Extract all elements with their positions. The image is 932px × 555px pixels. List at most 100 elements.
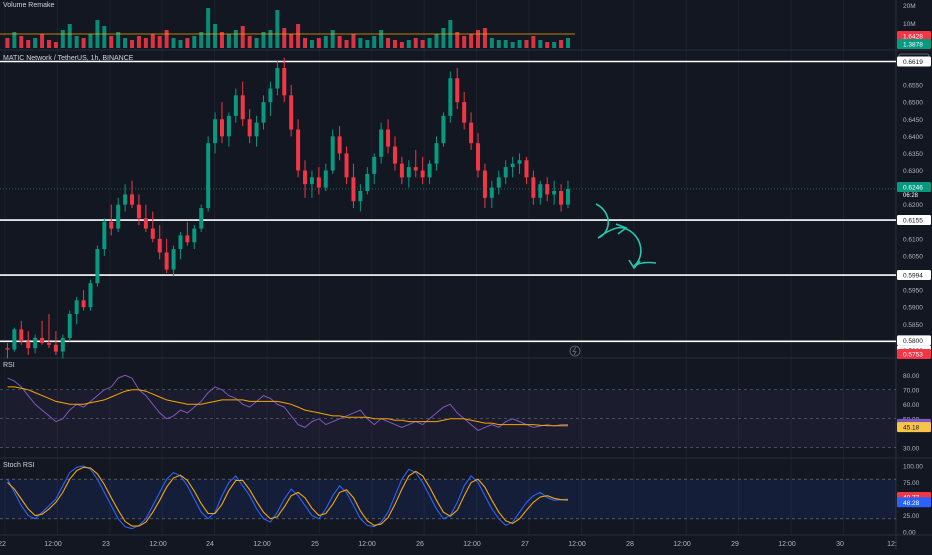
volume-bar[interactable] xyxy=(496,40,501,48)
volume-bar[interactable] xyxy=(282,28,287,48)
candle-body[interactable] xyxy=(60,337,65,352)
volume-bar[interactable] xyxy=(157,36,162,48)
volume-bar[interactable] xyxy=(372,36,377,48)
candle-body[interactable] xyxy=(33,337,38,349)
volume-bar[interactable] xyxy=(386,38,391,48)
volume-bar[interactable] xyxy=(427,38,432,48)
candle-body[interactable] xyxy=(192,228,197,243)
candle-body[interactable] xyxy=(282,68,287,96)
stoch-k-line[interactable] xyxy=(7,465,569,530)
candle-body[interactable] xyxy=(503,167,508,178)
lightning-icon[interactable] xyxy=(569,345,581,357)
volume-bar[interactable] xyxy=(40,34,45,48)
candle-body[interactable] xyxy=(406,167,411,178)
candle-body[interactable] xyxy=(552,191,557,195)
volume-bar[interactable] xyxy=(482,28,487,48)
volume-bar[interactable] xyxy=(344,40,349,48)
volume-bar[interactable] xyxy=(33,38,38,48)
projection-arrow-1[interactable] xyxy=(595,203,625,239)
volume-bar[interactable] xyxy=(330,30,335,48)
volume-bar[interactable] xyxy=(233,30,238,48)
volume-bar[interactable] xyxy=(185,38,190,48)
volume-bar[interactable] xyxy=(226,34,231,48)
volume-bar[interactable] xyxy=(510,42,515,48)
candle-body[interactable] xyxy=(358,191,363,202)
candle-body[interactable] xyxy=(316,177,321,188)
candle-body[interactable] xyxy=(143,218,148,229)
candle-body[interactable] xyxy=(524,160,529,178)
candle-body[interactable] xyxy=(531,177,536,198)
candle-body[interactable] xyxy=(365,173,370,191)
volume-bar[interactable] xyxy=(109,36,114,48)
volume-bar[interactable] xyxy=(420,40,425,48)
volume-bar[interactable] xyxy=(171,38,176,48)
volume-bar[interactable] xyxy=(53,42,58,48)
candle-body[interactable] xyxy=(441,115,446,144)
candle-body[interactable] xyxy=(26,341,31,349)
candle-body[interactable] xyxy=(109,221,114,229)
volume-bar[interactable] xyxy=(316,38,321,48)
candle-body[interactable] xyxy=(81,300,86,308)
volume-bar[interactable] xyxy=(261,32,266,48)
volume-bar[interactable] xyxy=(219,32,224,48)
rsi-ma-line[interactable] xyxy=(7,386,569,427)
volume-bar[interactable] xyxy=(565,38,570,48)
volume-bar[interactable] xyxy=(399,42,404,48)
volume-bar[interactable] xyxy=(164,30,169,48)
candle-body[interactable] xyxy=(476,143,481,171)
candle-body[interactable] xyxy=(420,170,425,178)
volume-bar[interactable] xyxy=(12,32,17,48)
volume-bar[interactable] xyxy=(199,32,204,48)
candle-body[interactable] xyxy=(150,228,155,239)
candle-body[interactable] xyxy=(379,129,384,157)
volume-bar[interactable] xyxy=(531,36,536,48)
candle-body[interactable] xyxy=(213,119,218,144)
volume-bar[interactable] xyxy=(81,38,86,48)
candle-body[interactable] xyxy=(545,184,550,195)
candle-body[interactable] xyxy=(462,102,467,123)
candle-body[interactable] xyxy=(199,208,204,229)
candle-body[interactable] xyxy=(344,153,349,178)
volume-bar[interactable] xyxy=(379,30,384,48)
volume-bar[interactable] xyxy=(503,40,508,48)
candle-body[interactable] xyxy=(268,88,273,103)
candle-body[interactable] xyxy=(102,221,107,250)
rsi-line[interactable] xyxy=(7,374,569,431)
candle-body[interactable] xyxy=(178,235,183,250)
candle-body[interactable] xyxy=(240,95,245,120)
candle-body[interactable] xyxy=(434,143,439,164)
candle-body[interactable] xyxy=(392,146,397,164)
candle-body[interactable] xyxy=(19,329,24,342)
candle-body[interactable] xyxy=(136,204,141,219)
candle-body[interactable] xyxy=(88,283,93,308)
price-axis[interactable]: 20M10M1.64281.3878USDT0.65500.65000.6450… xyxy=(897,3,931,537)
volume-bar[interactable] xyxy=(545,42,550,48)
volume-bar[interactable] xyxy=(116,32,121,48)
volume-bar[interactable] xyxy=(455,32,460,48)
candle-body[interactable] xyxy=(448,78,453,116)
candle-body[interactable] xyxy=(559,191,564,205)
volume-bar[interactable] xyxy=(26,40,31,48)
candle-body[interactable] xyxy=(496,177,501,188)
candle-body[interactable] xyxy=(219,119,224,137)
volume-bar[interactable] xyxy=(323,36,328,48)
volume-bar[interactable] xyxy=(136,36,141,48)
volume-bar[interactable] xyxy=(538,40,543,48)
volume-bar[interactable] xyxy=(309,40,314,48)
candle-body[interactable] xyxy=(67,314,72,338)
volume-bar[interactable] xyxy=(123,38,128,48)
volume-bar[interactable] xyxy=(392,40,397,48)
stoch-d-line[interactable] xyxy=(7,466,569,527)
candle-body[interactable] xyxy=(171,249,176,270)
candle-body[interactable] xyxy=(46,343,51,345)
volume-bar[interactable] xyxy=(559,40,564,48)
volume-bar[interactable] xyxy=(406,40,411,48)
volume-bar[interactable] xyxy=(296,24,301,48)
candle-body[interactable] xyxy=(53,344,58,352)
rsi-pane[interactable] xyxy=(0,374,896,449)
candle-body[interactable] xyxy=(565,188,570,205)
volume-bar[interactable] xyxy=(469,34,474,48)
volume-bar[interactable] xyxy=(213,24,218,48)
candle-body[interactable] xyxy=(296,129,301,171)
